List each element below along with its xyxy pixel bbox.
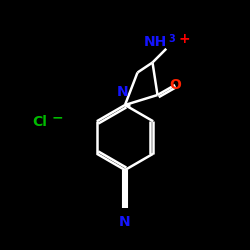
Text: O: O (169, 78, 181, 92)
Text: +: + (179, 32, 190, 46)
Text: N: N (119, 215, 131, 229)
Text: NH: NH (144, 36, 168, 50)
Text: Cl: Cl (32, 116, 48, 130)
Text: N: N (117, 85, 128, 99)
Text: −: − (51, 110, 63, 124)
Text: 3: 3 (169, 34, 175, 44)
